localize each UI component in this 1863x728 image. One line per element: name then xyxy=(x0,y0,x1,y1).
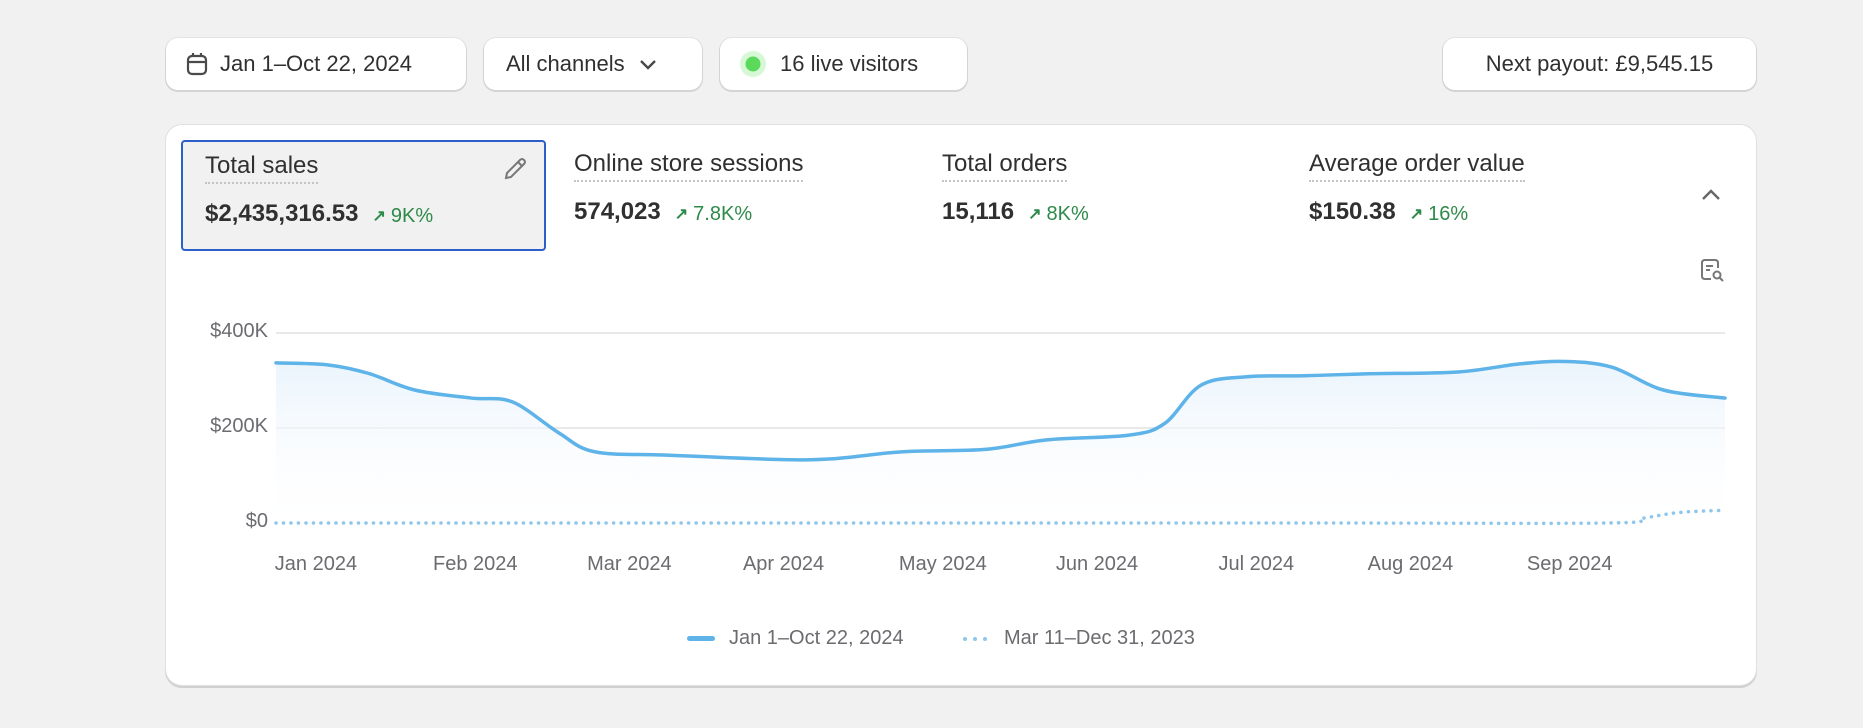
metric-value-text: 15,116 xyxy=(942,198,1015,225)
metric-delta-text: 8K% xyxy=(1046,202,1089,225)
x-tick-label: Apr 2024 xyxy=(742,553,825,575)
chevron-down-icon xyxy=(639,58,657,70)
live-visitors-button[interactable]: 16 live visitors xyxy=(720,38,967,90)
metric-delta-text: 16% xyxy=(1428,202,1469,225)
metric-title: Total orders xyxy=(942,150,1068,182)
metric-value-text: 574,023 xyxy=(574,198,661,225)
sales-overview-card: Total sales $2,435,316.53 ↗ 9K% Online sto… xyxy=(166,125,1756,685)
arrow-up-right-icon: ↗ xyxy=(1409,206,1424,223)
metric-title: Total sales xyxy=(205,152,319,184)
x-tick-label: Jul 2024 xyxy=(1218,553,1295,575)
metric-delta: ↗ 16% xyxy=(1410,203,1468,226)
arrow-up-right-icon: ↗ xyxy=(1028,206,1042,223)
metric-title: Online store sessions xyxy=(574,150,804,182)
legend-dotted-line-icon xyxy=(963,636,987,641)
legend-solid-line-icon xyxy=(687,635,715,641)
y-tick-label: $0 xyxy=(245,510,268,532)
x-tick-label: Jan 2024 xyxy=(274,553,358,575)
metric-tile-sessions[interactable]: Online store sessions 574,023 ↗ 7.8K% xyxy=(552,140,917,251)
sales-line-chart xyxy=(274,332,1727,526)
metric-delta-text: 9K% xyxy=(390,204,434,227)
channels-dropdown[interactable]: All channels xyxy=(484,38,702,90)
arrow-up-right-icon: ↗ xyxy=(674,206,689,223)
metric-value: $2,435,316.53 ↗ 9K% xyxy=(205,200,433,228)
legend-item-previous[interactable]: Mar 11–Dec 31, 2023 xyxy=(962,627,1195,650)
legend-label: Jan 1–Oct 22, 2024 xyxy=(729,627,904,649)
next-payout-button[interactable]: Next payout: £9,545.15 xyxy=(1443,38,1756,90)
metric-value-text: $150.38 xyxy=(1309,198,1396,225)
metric-value: 574,023 ↗ 7.8K% xyxy=(574,198,752,226)
metric-tile-total-sales[interactable]: Total sales $2,435,316.53 ↗ 9K% xyxy=(181,140,546,251)
x-tick-label: Aug 2024 xyxy=(1367,553,1454,575)
x-tick-label: May 2024 xyxy=(898,553,987,575)
series-area-current xyxy=(276,361,1725,523)
metric-value-text: $2,435,316.53 xyxy=(205,200,359,227)
chevron-up-icon[interactable] xyxy=(1700,187,1722,208)
x-tick-label: Mar 2024 xyxy=(587,553,672,575)
date-range-label: Jan 1–Oct 22, 2024 xyxy=(220,51,413,76)
y-tick-label: $400K xyxy=(210,320,268,342)
metric-delta: ↗ 9K% xyxy=(372,205,433,228)
calendar-icon xyxy=(186,52,208,76)
x-tick-label: Feb 2024 xyxy=(432,553,518,575)
date-range-button[interactable]: Jan 1–Oct 22, 2024 xyxy=(166,38,466,90)
metric-delta-text: 7.8K% xyxy=(693,202,753,225)
metric-value: $150.38 ↗ 16% xyxy=(1309,198,1468,226)
live-status-dot-icon xyxy=(740,51,766,77)
x-tick-label: Jun 2024 xyxy=(1055,553,1139,575)
next-payout-label: Next payout: £9,545.15 xyxy=(1485,51,1714,76)
metric-tile-orders[interactable]: Total orders 15,116 ↗ 8K% xyxy=(920,140,1285,251)
metric-title: Average order value xyxy=(1309,150,1525,182)
report-search-icon[interactable] xyxy=(1699,257,1725,288)
metric-delta: ↗ 7.8K% xyxy=(675,203,752,226)
series-line-current xyxy=(274,359,1727,462)
live-visitors-label: 16 live visitors xyxy=(780,51,919,76)
metric-delta: ↗ 8K% xyxy=(1028,203,1089,226)
legend-label: Mar 11–Dec 31, 2023 xyxy=(1004,627,1195,649)
legend-item-current[interactable]: Jan 1–Oct 22, 2024 xyxy=(687,627,904,650)
metric-value: 15,116 ↗ 8K% xyxy=(942,198,1089,226)
y-tick-label: $200K xyxy=(210,415,268,437)
series-line-previous xyxy=(274,508,1727,526)
pencil-icon[interactable] xyxy=(502,156,528,187)
arrow-up-right-icon: ↗ xyxy=(372,208,386,225)
metric-tile-aov[interactable]: Average order value $150.38 ↗ 16% xyxy=(1287,140,1652,251)
x-tick-label: Sep 2024 xyxy=(1526,553,1613,575)
channels-label: All channels xyxy=(506,51,625,76)
